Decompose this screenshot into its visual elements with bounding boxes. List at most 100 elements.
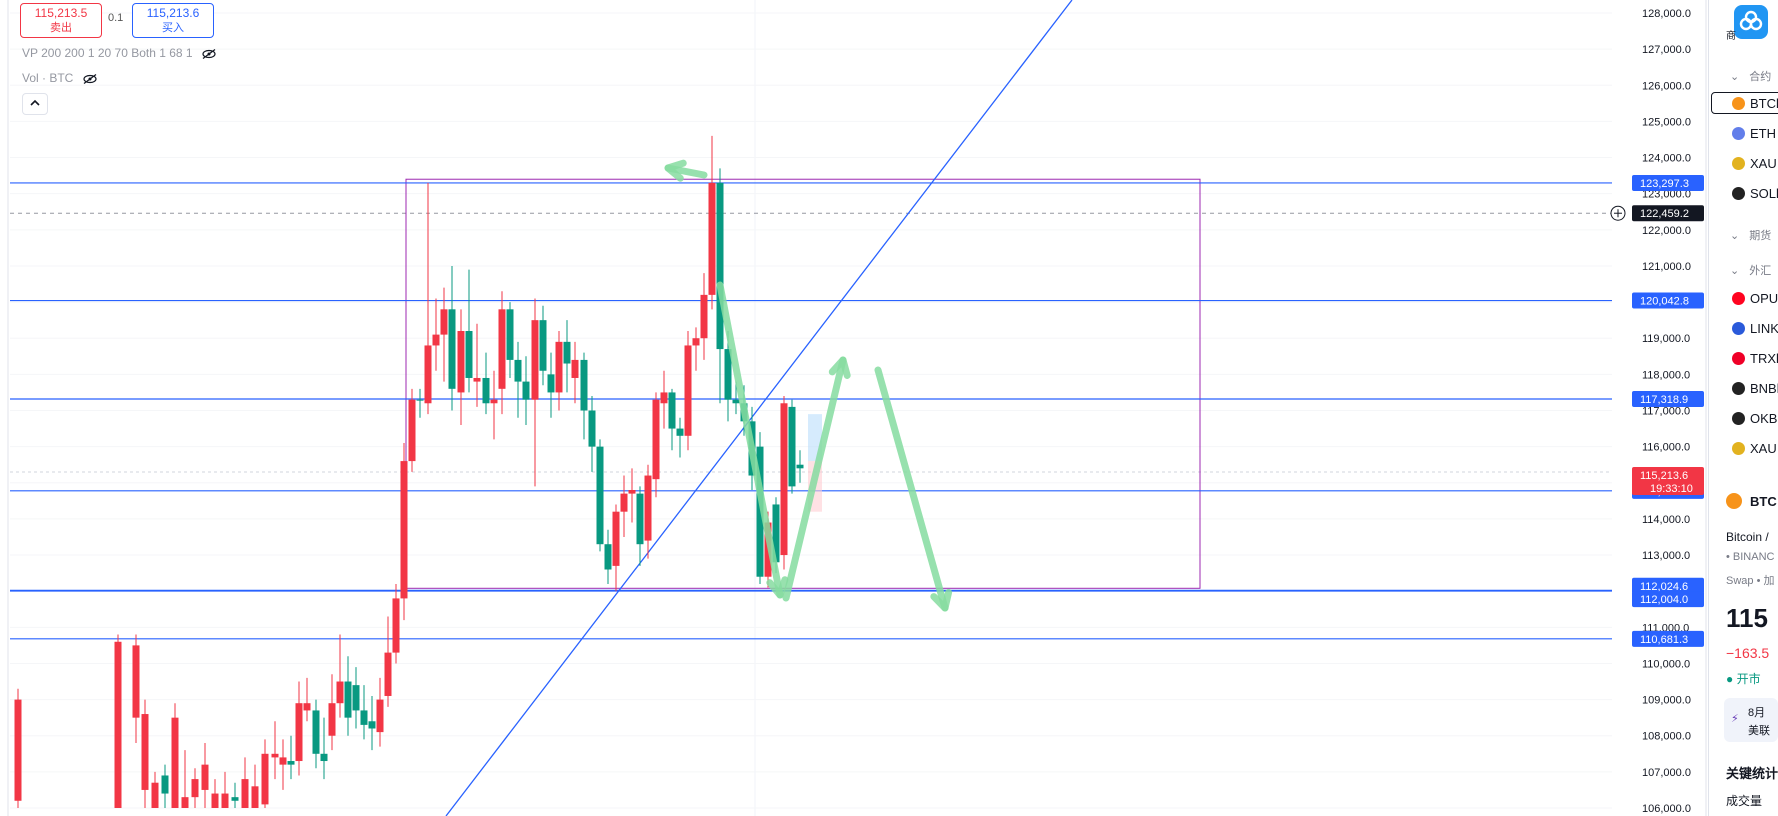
candle-body [676,428,684,436]
candle-body [522,381,530,400]
coin-icon [1732,96,1745,110]
price-tick-label: 121,000.0 [1642,261,1691,273]
candle-body [563,341,571,364]
chevron-down-icon: ⌄ [1730,265,1740,277]
candle-body [424,345,432,404]
candle-body [303,703,311,711]
candle-body [620,493,628,512]
candle-body [580,359,588,411]
coin-icon [1732,291,1745,305]
arrow-down-2-head [930,588,953,612]
watchlist-item[interactable]: OPU [1732,287,1778,309]
candle-body [796,464,804,469]
section-forex[interactable]: ⌄ 外汇 [1730,262,1771,278]
watchlist-symbol: TRXl [1750,350,1778,366]
candle-body [716,182,724,350]
watchlist-item[interactable]: ETH [1732,122,1778,144]
panel-header: 商 [1726,31,1736,42]
candle-body [295,703,303,762]
section-futures[interactable]: ⌄ 期货 [1730,227,1771,243]
candle-body [588,410,596,447]
detail-symbol: BTC [1726,493,1777,509]
arrow-up-head [828,356,851,379]
watchlist-item[interactable]: SOLl [1732,182,1778,204]
detail-symbol-text: BTC [1750,493,1777,509]
chart-area[interactable]: 128,000.0 127,000.0 126,000.0 125,000.0 124,… [0,0,1708,816]
price-tick-label: 118,000.0 [1642,369,1690,381]
level-price-tag-bg [1632,577,1704,594]
watchlist-item[interactable]: BNBl [1732,377,1778,399]
detail-market-status: ● 开市 [1726,672,1761,686]
candle-body [432,334,440,346]
candle-body [352,685,360,711]
watchlist-item[interactable]: BTCl [1711,92,1778,114]
indicator-vp-label: VP 200 200 1 20 70 Both 1 68 1 [22,46,193,60]
order-quantity[interactable]: 0.1 [108,12,124,24]
candle-body [482,377,490,404]
current-price-tag-countdown: 19:33:10 [1650,483,1693,495]
buy-button[interactable]: 115,213.6 买入 [132,3,214,38]
candle-body [448,309,456,389]
candle-body [151,782,159,808]
level-price-tag: 112,024.6 [1640,581,1688,593]
arrow-down-2 [874,366,949,612]
coin-icon [1732,441,1745,455]
watchlist-symbol: XAU [1750,155,1777,171]
sell-button[interactable]: 115,213.5 卖出 [20,3,102,38]
candle-body [473,377,481,382]
eye-off-icon[interactable] [83,73,97,84]
key-stats-heading: 关键统计 [1726,766,1778,781]
candle-body [271,753,279,758]
watchlist-symbol: BNBl [1750,380,1778,396]
candle-body [400,461,408,599]
price-chart[interactable]: 128,000.0 127,000.0 126,000.0 125,000.0 124,… [0,0,1708,816]
crosshair-price-tag-bg [1632,205,1704,222]
level-price-tag: 117,318.9 [1640,394,1688,406]
price-tick-label: 125,000.0 [1642,116,1691,128]
watchlist-item[interactable]: XAU [1732,437,1778,459]
candle-body [312,710,320,754]
price-tick-label: 109,000.0 [1642,695,1691,707]
btc-coin-icon [1726,493,1742,509]
coin-icon [1732,321,1745,335]
section-forex-label: 外汇 [1749,265,1772,277]
candle-body [780,403,788,556]
price-tick-label: 122,000.0 [1642,225,1691,237]
candle-body [287,761,295,765]
collapse-legend-button[interactable] [22,93,48,115]
watchlist-item[interactable]: XAU [1732,152,1778,174]
candle-body [628,490,636,494]
candle-body [732,399,740,404]
level-price-tag-bg [1632,390,1704,407]
candle-body [279,757,287,765]
candle-body [692,338,700,346]
watchlist-symbol: OPU [1750,290,1778,306]
watchlist-symbol: XAU [1750,440,1777,456]
price-tick-label: 127,000.0 [1642,44,1691,56]
price-tick-label: 128,000.0 [1642,8,1691,20]
candle-body [531,320,539,400]
price-axis-bg [1612,0,1708,816]
candle-body [392,598,400,653]
candle-body [360,710,368,725]
indicator-vol[interactable]: Vol · BTC [22,71,97,85]
candle-body [539,320,547,371]
arrow-down-1 [716,281,784,599]
price-tick-label: 113,000.0 [1642,550,1690,562]
watchlist-item[interactable]: LINK [1732,317,1778,339]
section-contracts[interactable]: ⌄ 合约 [1730,68,1771,84]
price-tick-label: 119,000.0 [1642,333,1690,345]
indicator-vp[interactable]: VP 200 200 1 20 70 Both 1 68 1 [22,46,216,60]
watchlist-item[interactable]: OKB [1732,407,1778,429]
news-card[interactable]: ⚡ 8月 美联 [1724,698,1778,742]
watchlist-symbol: LINK [1750,320,1778,336]
level-price-tag-bg [1632,591,1704,608]
candle-body [756,446,764,577]
candle-body [644,475,652,541]
app-logo-icon[interactable] [1734,5,1768,39]
candle-body [211,793,219,808]
price-tick-label: 116,000.0 [1642,442,1690,454]
watchlist-item[interactable]: TRXl [1732,347,1778,369]
candle-body [261,753,269,805]
eye-off-icon[interactable] [202,48,216,59]
